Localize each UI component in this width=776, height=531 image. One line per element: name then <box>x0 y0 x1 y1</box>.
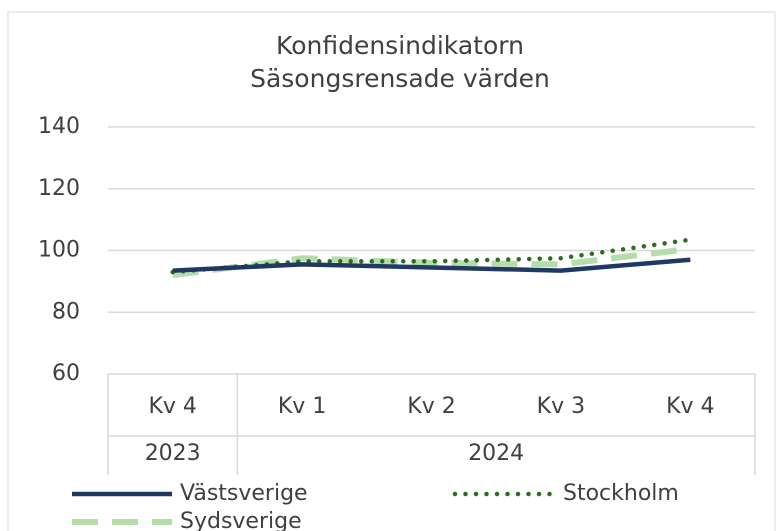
series-line <box>170 237 693 275</box>
y-tick-label: 120 <box>38 176 80 201</box>
chart-subtitle: Säsongsrensade värden <box>250 64 550 93</box>
x-tick-label: Kv 2 <box>407 394 455 419</box>
x-tick-label: Kv 4 <box>666 394 714 419</box>
legend-label: Västsverige <box>180 481 308 506</box>
legend-label: Sydsverige <box>180 509 302 531</box>
y-tick-label: 80 <box>52 299 80 324</box>
y-tick-label: 140 <box>38 114 80 139</box>
chart-border <box>7 11 776 531</box>
group-label: 2023 <box>145 441 201 466</box>
series-line <box>172 257 691 273</box>
chart-title: Konfidensindikatorn <box>276 31 524 60</box>
x-tick-label: Kv 1 <box>278 394 326 419</box>
series-line <box>172 245 691 279</box>
x-tick-label: Kv 3 <box>537 394 585 419</box>
group-label: 2024 <box>468 441 524 466</box>
y-tick-label: 60 <box>52 361 80 386</box>
x-tick-label: Kv 4 <box>148 394 196 419</box>
y-tick-label: 100 <box>38 238 80 263</box>
legend-label: Stockholm <box>563 481 679 506</box>
